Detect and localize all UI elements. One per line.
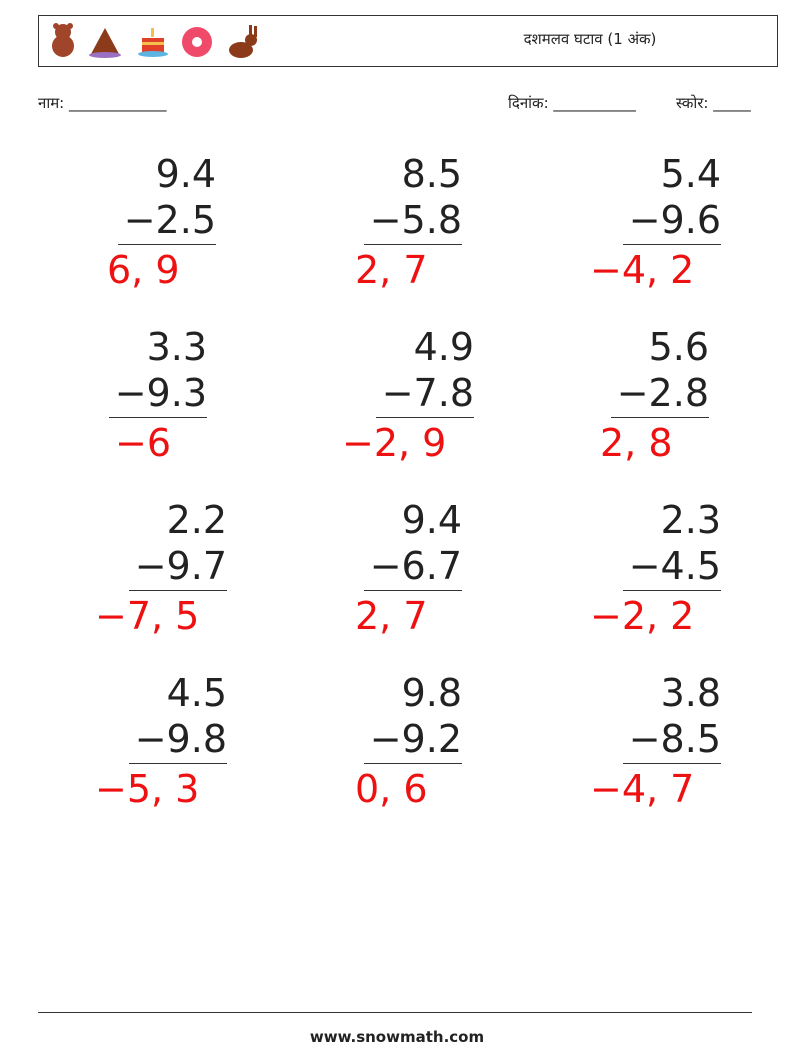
top-number: 3.3 bbox=[146, 325, 207, 369]
bottom-number: −2.8 bbox=[610, 369, 709, 418]
answer: 0, 6 bbox=[355, 767, 428, 811]
footer-line bbox=[38, 1012, 752, 1013]
answer: −5, 3 bbox=[95, 767, 200, 811]
top-number: 3.8 bbox=[660, 671, 721, 715]
answer: −7, 5 bbox=[95, 594, 200, 638]
name-field: नाम: _____________ bbox=[38, 94, 167, 112]
bottom-number: −2.5 bbox=[117, 196, 216, 245]
birthday-cake-icon bbox=[138, 28, 168, 57]
date-field: दिनांक: ___________ bbox=[508, 94, 636, 112]
worksheet-title: दशमलव घटाव (1 अंक) bbox=[523, 30, 657, 48]
donut-icon bbox=[182, 27, 212, 57]
top-number: 9.8 bbox=[401, 671, 462, 715]
bottom-number: −9.2 bbox=[363, 715, 462, 764]
answer: 2, 8 bbox=[600, 421, 673, 465]
score-field: स्कोर: _____ bbox=[676, 94, 751, 112]
bottom-number: −7.8 bbox=[375, 369, 474, 418]
header-box bbox=[38, 15, 778, 67]
answer: −2, 9 bbox=[342, 421, 447, 465]
top-number: 4.5 bbox=[166, 671, 227, 715]
rabbit-icon bbox=[229, 25, 257, 58]
top-number: 8.5 bbox=[401, 152, 462, 196]
top-number: 9.4 bbox=[155, 152, 216, 196]
bottom-number: −9.3 bbox=[108, 369, 207, 418]
top-number: 5.6 bbox=[648, 325, 709, 369]
answer: −4, 7 bbox=[590, 767, 695, 811]
top-number: 9.4 bbox=[401, 498, 462, 542]
icons bbox=[52, 23, 257, 58]
top-number: 5.4 bbox=[660, 152, 721, 196]
bottom-number: −5.8 bbox=[363, 196, 462, 245]
answer: −6 bbox=[115, 421, 172, 465]
bottom-number: −4.5 bbox=[622, 542, 721, 591]
top-number: 2.3 bbox=[660, 498, 721, 542]
answer: 6, 9 bbox=[107, 248, 180, 292]
bottom-number: −8.5 bbox=[622, 715, 721, 764]
bear-icon bbox=[52, 23, 74, 57]
answer: 2, 7 bbox=[355, 594, 428, 638]
bottom-number: −9.8 bbox=[128, 715, 227, 764]
bottom-number: −9.7 bbox=[128, 542, 227, 591]
footer-site: www.snowmath.com bbox=[309, 1028, 485, 1046]
answer: −2, 2 bbox=[590, 594, 695, 638]
answer: −4, 2 bbox=[590, 248, 695, 292]
cake-icon bbox=[89, 28, 121, 58]
bottom-number: −9.6 bbox=[622, 196, 721, 245]
top-number: 4.9 bbox=[413, 325, 474, 369]
bottom-number: −6.7 bbox=[363, 542, 462, 591]
answer: 2, 7 bbox=[355, 248, 428, 292]
top-number: 2.2 bbox=[166, 498, 227, 542]
